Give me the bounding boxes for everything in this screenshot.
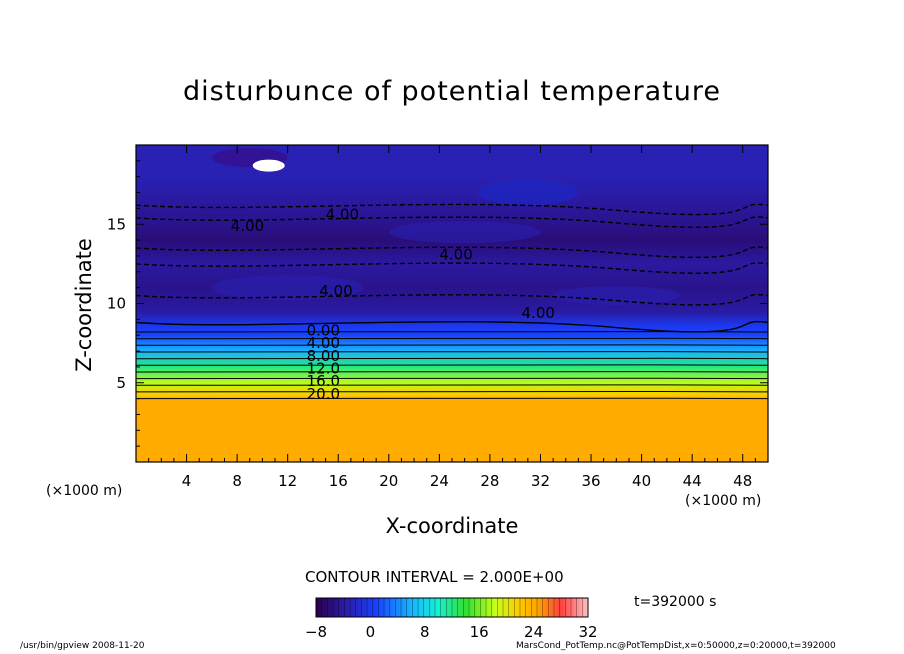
colorbar-tick-label: −8 xyxy=(305,623,327,641)
contour-label: 16.0 xyxy=(307,372,340,390)
x-tick-label: 4 xyxy=(182,472,192,490)
contour-line xyxy=(135,293,769,306)
colorbar-tick-label: 0 xyxy=(366,623,376,641)
x-tick-label: 16 xyxy=(329,472,348,490)
contour-line xyxy=(135,397,769,400)
chart-title: disturbunce of potential temperature xyxy=(183,76,721,107)
colorbar-tick-label: 8 xyxy=(420,623,430,641)
contour-line xyxy=(135,344,769,347)
x-axis-label: X-coordinate xyxy=(385,514,519,538)
x-tick-label: 24 xyxy=(430,472,449,490)
contour-line xyxy=(135,377,769,380)
colorbar-tick-label: 16 xyxy=(470,623,489,641)
x-tick-label: 28 xyxy=(480,472,499,490)
contour-line xyxy=(135,364,769,367)
contour-label: 4.00 xyxy=(231,217,264,235)
contour-label: 0.00 xyxy=(307,321,340,339)
contour-line xyxy=(135,203,769,216)
colorbar-tick-label: 24 xyxy=(524,623,543,641)
field-blob xyxy=(553,286,680,306)
x-tick-label: 40 xyxy=(632,472,651,490)
contour-line xyxy=(135,216,769,228)
x-tick-label: 48 xyxy=(733,472,752,490)
contour-line xyxy=(135,357,769,360)
contour-line xyxy=(135,371,769,373)
field-blob xyxy=(477,179,579,206)
contour-line xyxy=(135,351,769,353)
x-tick-label: 20 xyxy=(379,472,398,490)
contour-line xyxy=(135,246,769,259)
contour-interval-label: CONTOUR INTERVAL = 2.000E+00 xyxy=(305,568,564,586)
x-unit-right: (×1000 m) xyxy=(685,493,762,509)
field-background xyxy=(136,145,768,462)
contour-label: 4.00 xyxy=(319,282,352,300)
y-tick-label: 5 xyxy=(116,374,126,392)
contour-labels: 4.004.004.004.004.000.004.008.0012.016.0… xyxy=(231,206,555,403)
contour-line xyxy=(135,262,769,274)
contour-label: 12.0 xyxy=(307,359,340,377)
x-tick-label: 12 xyxy=(278,472,297,490)
contour-label: 8.00 xyxy=(307,347,340,365)
footer-right: MarsCond_PotTemp.nc@PotTempDist,x=0:5000… xyxy=(516,641,836,651)
footer-left: /usr/bin/gpview 2008-11-20 xyxy=(20,641,145,651)
x-tick-label: 8 xyxy=(232,472,242,490)
y-axis-label: Z-coordinate xyxy=(72,238,96,372)
contour-line xyxy=(135,320,769,333)
contour-lines xyxy=(135,203,769,400)
field-blob xyxy=(211,274,364,301)
contour-line xyxy=(135,337,769,340)
x-tick-label: 44 xyxy=(683,472,702,490)
contour-label: 4.00 xyxy=(326,206,359,224)
contour-label: 20.0 xyxy=(307,385,340,403)
x-tick-label: 36 xyxy=(581,472,600,490)
heatmap-field xyxy=(136,145,768,462)
time-label: t=392000 s xyxy=(634,594,717,610)
colorbar: −8 0 8 16 24 32 xyxy=(305,597,598,641)
contour-label: 4.00 xyxy=(522,304,555,322)
contour-label: 4.00 xyxy=(439,245,472,263)
y-tick-label: 10 xyxy=(107,295,126,313)
contour-line xyxy=(135,390,769,393)
x-tick-label: 32 xyxy=(531,472,550,490)
x-unit-left: (×1000 m) xyxy=(46,483,123,499)
field-blob xyxy=(388,221,541,244)
colorbar-tick-label: 32 xyxy=(578,623,597,641)
field-blob xyxy=(252,159,285,172)
contour-label: 4.00 xyxy=(307,334,340,352)
contour-line xyxy=(135,384,769,387)
y-tick-label: 15 xyxy=(107,215,126,233)
